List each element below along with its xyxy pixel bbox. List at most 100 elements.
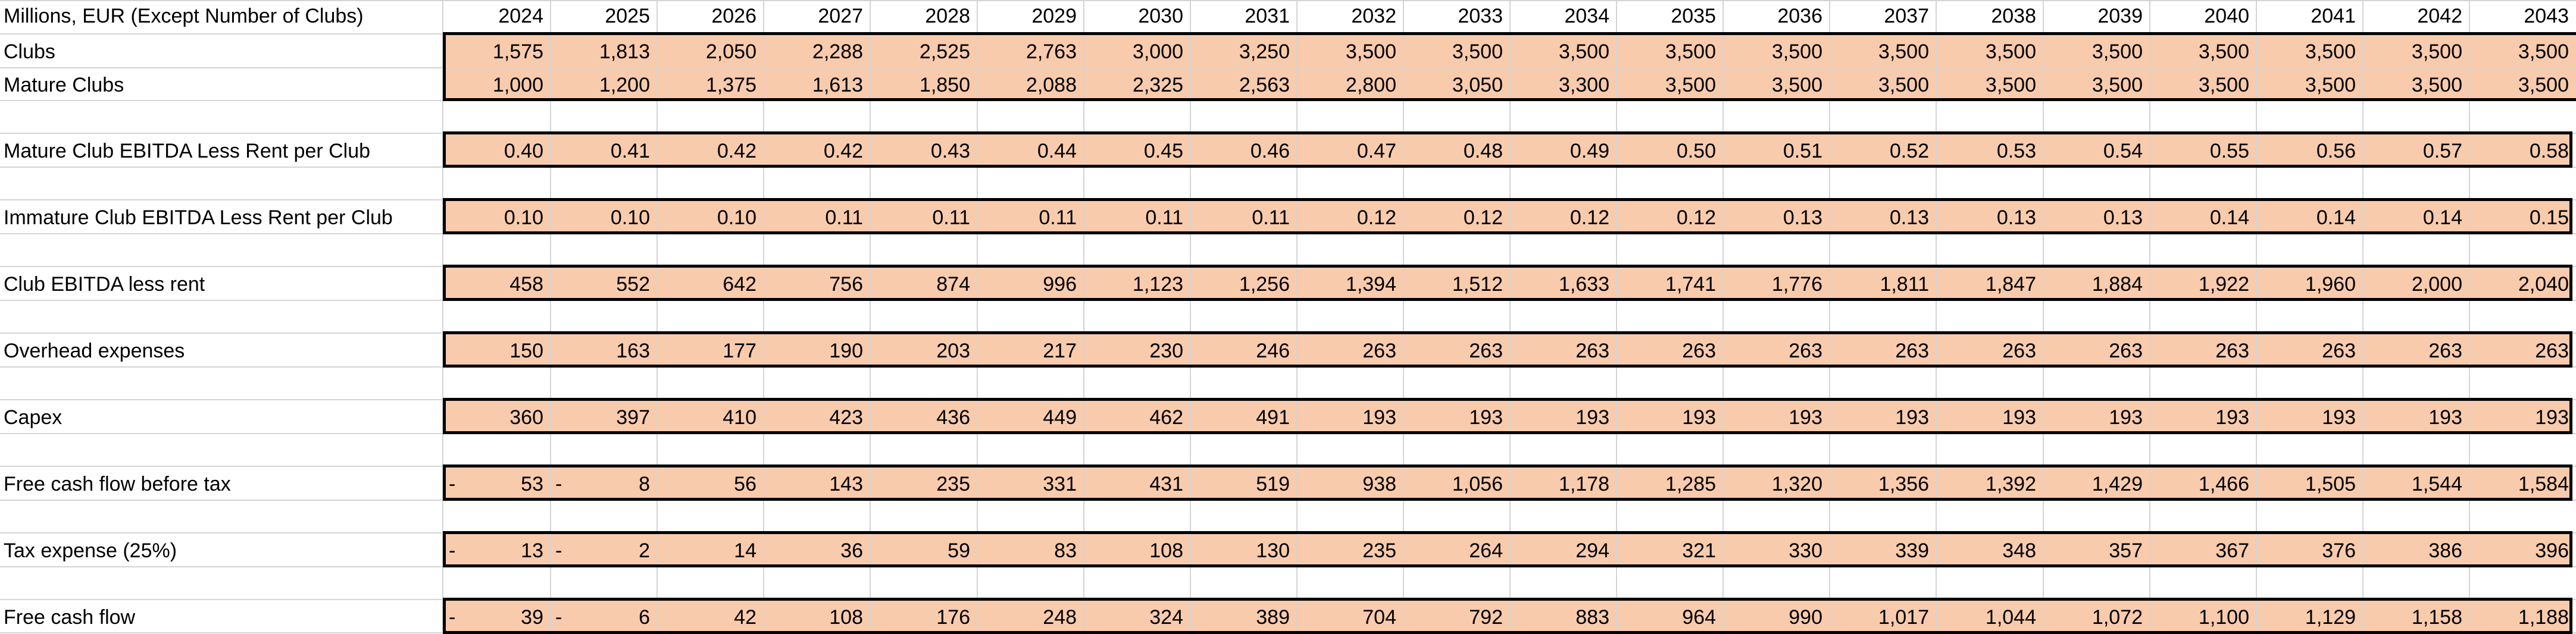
cell-mature-clubs-2026[interactable]: 1,375	[705, 74, 756, 96]
row-label-fcf-before-tax[interactable]: Free cash flow before tax	[4, 473, 231, 495]
cell-tax-expense-2034[interactable]: 294	[1575, 539, 1609, 562]
cell-overhead-2033[interactable]: 263	[1469, 340, 1503, 362]
cell-clubs-2028[interactable]: 2,525	[919, 40, 970, 63]
cell-fcf-before-tax-2034[interactable]: 1,178	[1558, 473, 1609, 495]
cell-capex-2032[interactable]: 193	[1362, 406, 1396, 429]
cell-overhead-2037[interactable]: 263	[1895, 340, 1929, 362]
row-label-club-ebitda[interactable]: Club EBITDA less rent	[4, 273, 205, 296]
year-header-2034[interactable]: 2034	[1564, 5, 1609, 27]
cell-clubs-2026[interactable]: 2,050	[705, 40, 756, 63]
cell-immature-ebitda-2031[interactable]: 0.11	[1252, 206, 1290, 229]
cell-club-ebitda-2037[interactable]: 1,811	[1880, 273, 1929, 296]
cell-fcf-before-tax-2031[interactable]: 519	[1256, 473, 1290, 495]
cell-mature-ebitda-2038[interactable]: 0.53	[1996, 140, 2036, 162]
year-header-2036[interactable]: 2036	[1777, 5, 1822, 27]
cell-club-ebitda-2026[interactable]: 642	[723, 273, 756, 296]
cell-clubs-2027[interactable]: 2,288	[812, 40, 863, 63]
cell-clubs-2043[interactable]: 3,500	[2518, 40, 2569, 63]
cell-immature-ebitda-2027[interactable]: 0.11	[825, 206, 863, 229]
cell-immature-ebitda-2040[interactable]: 0.14	[2209, 206, 2249, 229]
cell-mature-ebitda-2036[interactable]: 0.51	[1783, 140, 1822, 162]
cell-overhead-2027[interactable]: 190	[829, 340, 863, 362]
cell-overhead-2042[interactable]: 263	[2428, 340, 2462, 362]
cell-overhead-2041[interactable]: 263	[2322, 340, 2356, 362]
cell-clubs-2041[interactable]: 3,500	[2305, 40, 2356, 63]
cell-overhead-2043[interactable]: 263	[2535, 340, 2569, 362]
cell-immature-ebitda-2042[interactable]: 0.14	[2422, 206, 2462, 229]
year-header-2030[interactable]: 2030	[1138, 5, 1183, 27]
cell-clubs-2035[interactable]: 3,500	[1665, 40, 1716, 63]
cell-mature-clubs-2036[interactable]: 3,500	[1771, 74, 1822, 96]
cell-club-ebitda-2042[interactable]: 2,000	[2411, 273, 2462, 296]
cell-mature-ebitda-2025[interactable]: 0.41	[610, 140, 650, 162]
cell-fcf-before-tax-2042[interactable]: 1,544	[2411, 473, 2462, 495]
cell-fcf-before-tax-2039[interactable]: 1,429	[2092, 473, 2143, 495]
cell-tax-expense-2026[interactable]: 14	[734, 539, 756, 562]
cell-fcf-2041[interactable]: 1,129	[2305, 606, 2356, 629]
cell-clubs-2033[interactable]: 3,500	[1452, 40, 1503, 63]
cell-mature-clubs-2041[interactable]: 3,500	[2305, 74, 2356, 96]
row-label-mature-clubs[interactable]: Mature Clubs	[4, 74, 124, 96]
cell-club-ebitda-2025[interactable]: 552	[616, 273, 650, 296]
cell-capex-2026[interactable]: 410	[723, 406, 756, 429]
cell-overhead-2029[interactable]: 217	[1043, 340, 1077, 362]
cell-clubs-2029[interactable]: 2,763	[1026, 40, 1077, 63]
year-header-2037[interactable]: 2037	[1884, 5, 1929, 27]
cell-clubs-2031[interactable]: 3,250	[1239, 40, 1290, 63]
cell-overhead-2034[interactable]: 263	[1575, 340, 1609, 362]
cell-fcf-2024[interactable]: 39	[521, 606, 543, 629]
cell-capex-2041[interactable]: 193	[2322, 406, 2356, 429]
year-header-2040[interactable]: 2040	[2204, 5, 2249, 27]
year-header-2043[interactable]: 2043	[2524, 5, 2569, 27]
cell-fcf-before-tax-2026[interactable]: 56	[734, 473, 756, 495]
cell-clubs-2040[interactable]: 3,500	[2198, 40, 2249, 63]
cell-mature-clubs-2027[interactable]: 1,613	[812, 74, 863, 96]
cell-immature-ebitda-2032[interactable]: 0.12	[1356, 206, 1396, 229]
cell-mature-ebitda-2037[interactable]: 0.52	[1889, 140, 1929, 162]
cell-capex-2027[interactable]: 423	[829, 406, 863, 429]
cell-fcf-2038[interactable]: 1,044	[1985, 606, 2036, 629]
cell-clubs-2042[interactable]: 3,500	[2411, 40, 2462, 63]
cell-fcf-2036[interactable]: 990	[1789, 606, 1822, 629]
cell-immature-ebitda-2038[interactable]: 0.13	[1996, 206, 2036, 229]
cell-mature-ebitda-2032[interactable]: 0.47	[1356, 140, 1396, 162]
cell-tax-expense-2035[interactable]: 321	[1682, 539, 1716, 562]
cell-mature-clubs-2035[interactable]: 3,500	[1665, 74, 1716, 96]
cell-clubs-2037[interactable]: 3,500	[1878, 40, 1929, 63]
cell-club-ebitda-2043[interactable]: 2,040	[2518, 273, 2569, 296]
cell-mature-ebitda-2039[interactable]: 0.54	[2103, 140, 2143, 162]
cell-capex-2030[interactable]: 462	[1149, 406, 1183, 429]
row-label-fcf[interactable]: Free cash flow	[4, 606, 136, 629]
cell-club-ebitda-2032[interactable]: 1,394	[1345, 273, 1396, 296]
cell-tax-expense-2036[interactable]: 330	[1789, 539, 1822, 562]
cell-tax-expense-2027[interactable]: 36	[840, 539, 863, 562]
cell-mature-ebitda-2026[interactable]: 0.42	[717, 140, 756, 162]
cell-overhead-2028[interactable]: 203	[936, 340, 970, 362]
cell-fcf-2029[interactable]: 248	[1043, 606, 1077, 629]
cell-capex-2024[interactable]: 360	[509, 406, 543, 429]
cell-tax-expense-2039[interactable]: 357	[2109, 539, 2143, 562]
cell-mature-ebitda-2028[interactable]: 0.43	[930, 140, 970, 162]
cell-immature-ebitda-2034[interactable]: 0.12	[1570, 206, 1609, 229]
cell-mature-clubs-2028[interactable]: 1,850	[919, 74, 970, 96]
row-label-capex[interactable]: Capex	[4, 406, 62, 429]
cell-capex-2035[interactable]: 193	[1682, 406, 1716, 429]
cell-clubs-2034[interactable]: 3,500	[1558, 40, 1609, 63]
cell-fcf-before-tax-2038[interactable]: 1,392	[1985, 473, 2036, 495]
cell-overhead-2039[interactable]: 263	[2109, 340, 2143, 362]
cell-mature-ebitda-2035[interactable]: 0.50	[1676, 140, 1716, 162]
cell-fcf-before-tax-2032[interactable]: 938	[1362, 473, 1396, 495]
cell-club-ebitda-2034[interactable]: 1,633	[1558, 273, 1609, 296]
cell-mature-clubs-2037[interactable]: 3,500	[1878, 74, 1929, 96]
year-header-2029[interactable]: 2029	[1031, 5, 1077, 27]
cell-clubs-2024[interactable]: 1,575	[492, 40, 543, 63]
cell-capex-2036[interactable]: 193	[1789, 406, 1822, 429]
cell-club-ebitda-2024[interactable]: 458	[509, 273, 543, 296]
cell-tax-expense-2028[interactable]: 59	[948, 539, 970, 562]
row-label-clubs[interactable]: Clubs	[4, 40, 55, 63]
cell-fcf-before-tax-2028[interactable]: 235	[936, 473, 970, 495]
cell-capex-2042[interactable]: 193	[2428, 406, 2462, 429]
cell-mature-clubs-2043[interactable]: 3,500	[2518, 74, 2569, 96]
cell-overhead-2032[interactable]: 263	[1362, 340, 1396, 362]
cell-mature-clubs-2040[interactable]: 3,500	[2198, 74, 2249, 96]
